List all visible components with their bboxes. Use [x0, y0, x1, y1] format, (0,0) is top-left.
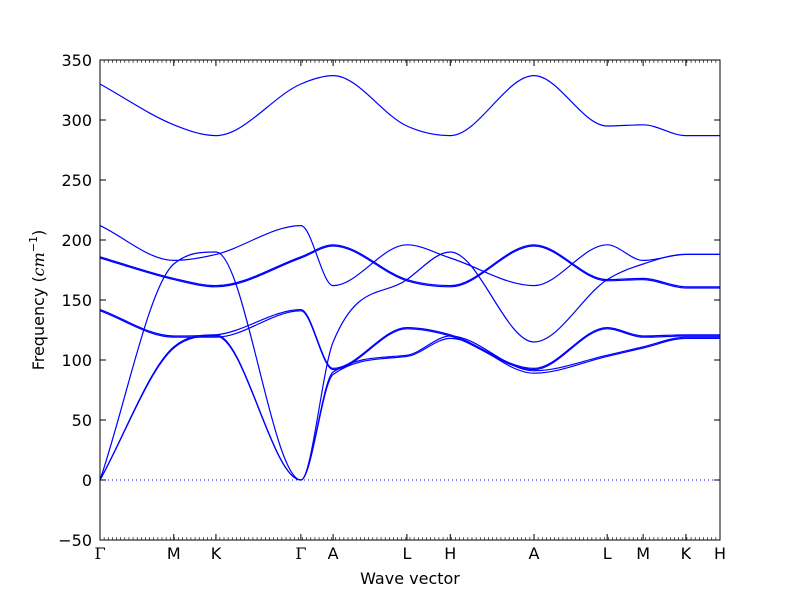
x-tick-label: L [603, 544, 612, 563]
y-tick-label: 300 [61, 111, 92, 130]
y-tick-label: 100 [61, 351, 92, 370]
dispersion-branch [99, 251, 720, 481]
dispersion-branch [99, 308, 720, 370]
y-tick-label: 200 [61, 231, 92, 250]
y-tick-label: 0 [82, 471, 92, 490]
x-tick-label: M [167, 544, 181, 563]
x-tick-label: Γ [295, 544, 306, 563]
y-tick-label: −50 [58, 531, 92, 550]
x-tick-label: K [681, 544, 692, 563]
y-tick-layer: −50 0 50 100 150 200 250 300 350 [58, 51, 720, 550]
dispersion-branch [99, 244, 720, 288]
x-tick-label: Γ [94, 544, 105, 563]
x-axis-title: Wave vector [360, 569, 460, 588]
y-axis-title: Frequency (cm−1) [27, 230, 48, 371]
dispersion-branch [99, 245, 720, 289]
x-tick-label: A [328, 544, 339, 563]
dispersion-branch [99, 310, 720, 371]
x-tick-label: A [529, 544, 540, 563]
dispersion-branch [99, 224, 720, 287]
y-tick-label: 250 [61, 171, 92, 190]
x-tick-label: L [402, 544, 411, 563]
dispersion-branch [99, 74, 720, 137]
y-tick-label: 50 [72, 411, 92, 430]
x-tick-label: H [714, 544, 726, 563]
x-tick-label: M [636, 544, 650, 563]
series-layer [99, 74, 720, 481]
x-tick-label: H [444, 544, 456, 563]
x-tick-label: K [211, 544, 222, 563]
y-tick-label: 150 [61, 291, 92, 310]
dispersion-branch [99, 335, 720, 481]
y-tick-label: 350 [61, 51, 92, 70]
